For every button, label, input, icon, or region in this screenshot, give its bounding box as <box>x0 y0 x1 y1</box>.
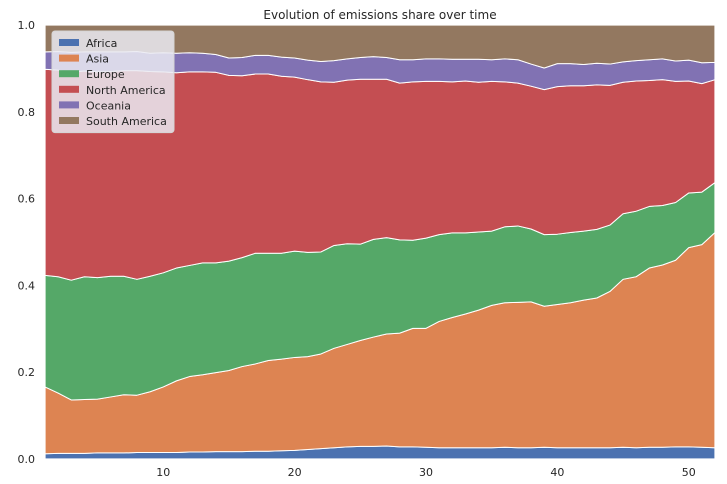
area-series-group <box>44 24 716 460</box>
y-tick-label: 0.2 <box>18 366 36 379</box>
legend-label: Asia <box>86 53 109 66</box>
y-tick-label: 0.0 <box>18 453 36 466</box>
legend-label: South America <box>86 115 167 128</box>
y-axis-ticks: 0.0 0.2 0.4 0.6 0.8 1.0 <box>18 19 36 466</box>
x-axis-ticks: 10 20 30 40 50 <box>156 466 695 479</box>
legend-label: Africa <box>86 37 117 50</box>
plot-border <box>44 24 716 460</box>
legend-label: Oceania <box>86 99 131 112</box>
x-tick-label: 40 <box>550 466 564 479</box>
legend-swatch <box>59 117 79 124</box>
x-tick-label: 30 <box>419 466 433 479</box>
legend-box <box>51 30 175 134</box>
legend-swatch <box>59 70 79 78</box>
chart-title: Evolution of emissions share over time <box>263 8 496 22</box>
y-tick-label: 0.6 <box>18 193 36 206</box>
x-tick-label: 50 <box>682 466 696 479</box>
y-tick-label: 0.8 <box>18 106 36 119</box>
plot-frame <box>44 24 716 460</box>
y-tick-label: 1.0 <box>18 19 36 32</box>
legend-label: Europe <box>86 68 125 81</box>
legend-swatch <box>59 54 79 62</box>
x-tick-label: 20 <box>288 466 302 479</box>
legend-label: North America <box>86 84 166 97</box>
legend-swatch <box>59 39 79 46</box>
x-tick-label: 10 <box>156 466 170 479</box>
legend: Africa Asia Europe North America Oceania Sout… <box>51 30 175 134</box>
legend-swatch <box>59 85 79 93</box>
y-tick-label: 0.4 <box>18 279 36 292</box>
legend-swatch <box>59 101 79 109</box>
